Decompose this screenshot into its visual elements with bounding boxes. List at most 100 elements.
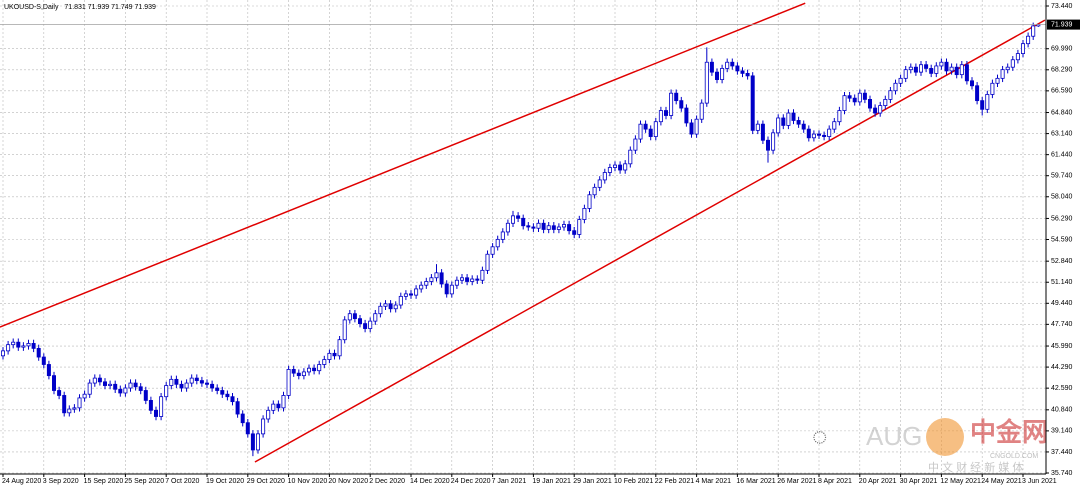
y-tick-label: 52.840 (1051, 258, 1073, 265)
current-price-box (1047, 19, 1080, 30)
candle-body (419, 284, 424, 290)
trend-line (0, 2, 806, 328)
candle-body (786, 112, 791, 126)
candle-body (699, 102, 704, 120)
candle-body (541, 222, 546, 230)
candle-body (572, 230, 577, 235)
candle-body (424, 281, 429, 286)
candle-body (618, 164, 623, 171)
candle-body (1000, 69, 1005, 79)
candle-body (684, 107, 689, 124)
y-tick-label: 69.990 (1051, 46, 1073, 53)
candle-body (16, 341, 21, 348)
x-tick-label: 25 Sep 2020 (124, 478, 164, 485)
candle-body (959, 64, 964, 76)
candle-body (689, 122, 694, 135)
candle-body (536, 222, 541, 229)
candle-body (720, 68, 725, 80)
candle-body (41, 356, 46, 365)
x-tick-label: 2 Dec 2020 (369, 478, 405, 485)
x-tick-label: 14 Dec 2020 (410, 478, 450, 485)
x-tick-label: 12 May 2021 (940, 478, 981, 485)
candle-body (82, 393, 87, 399)
candle-body (1015, 53, 1020, 61)
y-tick-label: 61.440 (1051, 151, 1073, 158)
candle-body (92, 377, 97, 384)
candle-body (827, 128, 832, 137)
candle-body (72, 407, 77, 410)
candle-body (796, 120, 801, 125)
candle-body (398, 295, 403, 306)
candle-body (26, 343, 31, 347)
x-tick-label: 20 Nov 2020 (328, 478, 368, 485)
candle-body (414, 288, 419, 296)
x-tick-label: 30 Apr 2021 (900, 478, 938, 485)
candle-body (500, 231, 505, 240)
candle-body (658, 110, 663, 123)
candle-body (985, 94, 990, 110)
candle-body (250, 433, 255, 451)
candle-body (210, 383, 215, 389)
watermark-icon: ◌ (812, 421, 827, 451)
candle-body (123, 387, 128, 394)
candle-body (97, 377, 102, 383)
candle-body (939, 61, 944, 67)
candle-body (204, 382, 209, 385)
candle-body (526, 225, 531, 228)
x-tick-label: 4 Mar 2021 (696, 478, 732, 485)
x-tick-label: 24 May 2021 (981, 478, 1022, 485)
candle-body (347, 313, 352, 321)
candle-body (403, 293, 408, 297)
candle-body (108, 383, 113, 386)
candle-body (1010, 59, 1015, 68)
candle-body (628, 149, 633, 165)
ohlc-low: 71.749 (111, 4, 133, 11)
candle-body (174, 378, 179, 385)
candle-body (454, 279, 459, 286)
candle-body (1026, 35, 1031, 45)
candle-body (276, 403, 281, 409)
candle-body (383, 303, 388, 307)
candle-body (281, 395, 286, 409)
ohlc-open: 71.831 (64, 4, 86, 11)
candle-body (408, 293, 413, 296)
candle-body (133, 382, 138, 388)
candle-body (164, 385, 169, 398)
candle-body (337, 339, 342, 357)
candle-body (771, 132, 776, 151)
candle-body (883, 99, 888, 106)
candle-body (357, 318, 362, 325)
candle-body (470, 278, 475, 282)
candle-body (980, 100, 985, 110)
watermark-url: CNGOLD.COM (990, 453, 1038, 460)
candle-body (613, 164, 618, 168)
candle-body (653, 121, 658, 137)
candle-body (735, 65, 740, 72)
candle-body (847, 95, 852, 99)
candle-body (184, 382, 189, 389)
x-tick-label: 24 Dec 2020 (451, 478, 491, 485)
candle-body (546, 225, 551, 230)
x-tick-label: 20 Apr 2021 (859, 478, 897, 485)
candle-body (888, 90, 893, 100)
candle-body (715, 71, 720, 80)
candle-body (964, 64, 969, 82)
candle-body (235, 401, 240, 415)
candle-body (31, 343, 36, 349)
candle-body (159, 396, 164, 417)
candle-body (842, 95, 847, 111)
candle-body (745, 72, 750, 77)
candle-body (607, 167, 612, 173)
candle-body (240, 413, 245, 424)
candle-body (322, 359, 327, 365)
candle-body (567, 224, 572, 232)
candle-body (643, 123, 648, 130)
y-tick-label: 47.740 (1051, 321, 1073, 328)
candle-body (368, 320, 373, 329)
candle-body (77, 397, 82, 409)
candle-body (296, 372, 301, 377)
candle-body (857, 92, 862, 103)
candle-body (495, 238, 500, 248)
candle-body (582, 208, 587, 220)
candle-body (388, 303, 393, 310)
